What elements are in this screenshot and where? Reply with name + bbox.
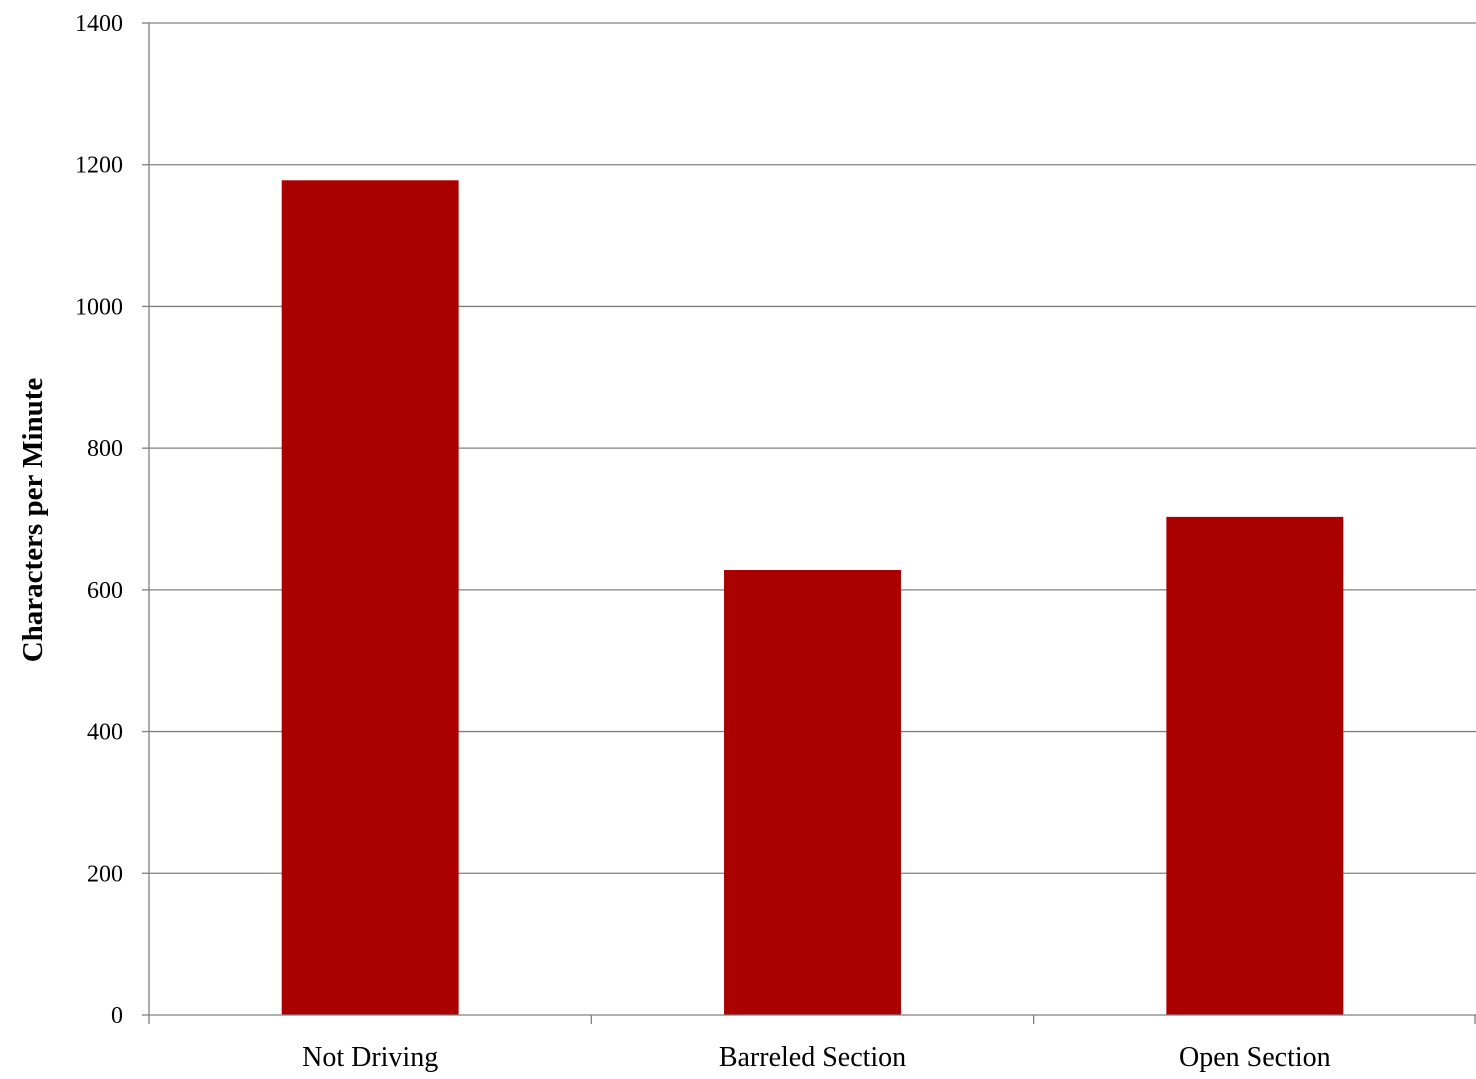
- y-tick-label: 200: [87, 861, 123, 887]
- x-tick-label: Barreled Section: [719, 1042, 906, 1073]
- y-axis-title: Characters per Minute: [17, 378, 49, 663]
- x-tick-label: Open Section: [1179, 1042, 1331, 1073]
- axes: [148, 23, 1476, 1016]
- y-tick-label: 1200: [75, 153, 123, 179]
- y-tick-label: 0: [111, 1003, 123, 1029]
- x-tick-label: Not Driving: [302, 1042, 438, 1073]
- y-tick-labels: 0 200 400 600 800 1000 1200 1400: [75, 11, 149, 1029]
- y-tick-label: 600: [87, 578, 123, 604]
- y-tick-label: 400: [87, 720, 123, 746]
- x-tick-labels: Not Driving Barreled Section Open Section: [148, 1015, 1476, 1073]
- bars: [281, 180, 1344, 1015]
- y-tick-label: 800: [87, 436, 123, 462]
- bar: [1166, 516, 1344, 1015]
- bar: [281, 180, 459, 1015]
- y-tick-label: 1000: [75, 294, 123, 320]
- bar: [724, 570, 901, 1015]
- y-tick-label: 1400: [75, 11, 123, 37]
